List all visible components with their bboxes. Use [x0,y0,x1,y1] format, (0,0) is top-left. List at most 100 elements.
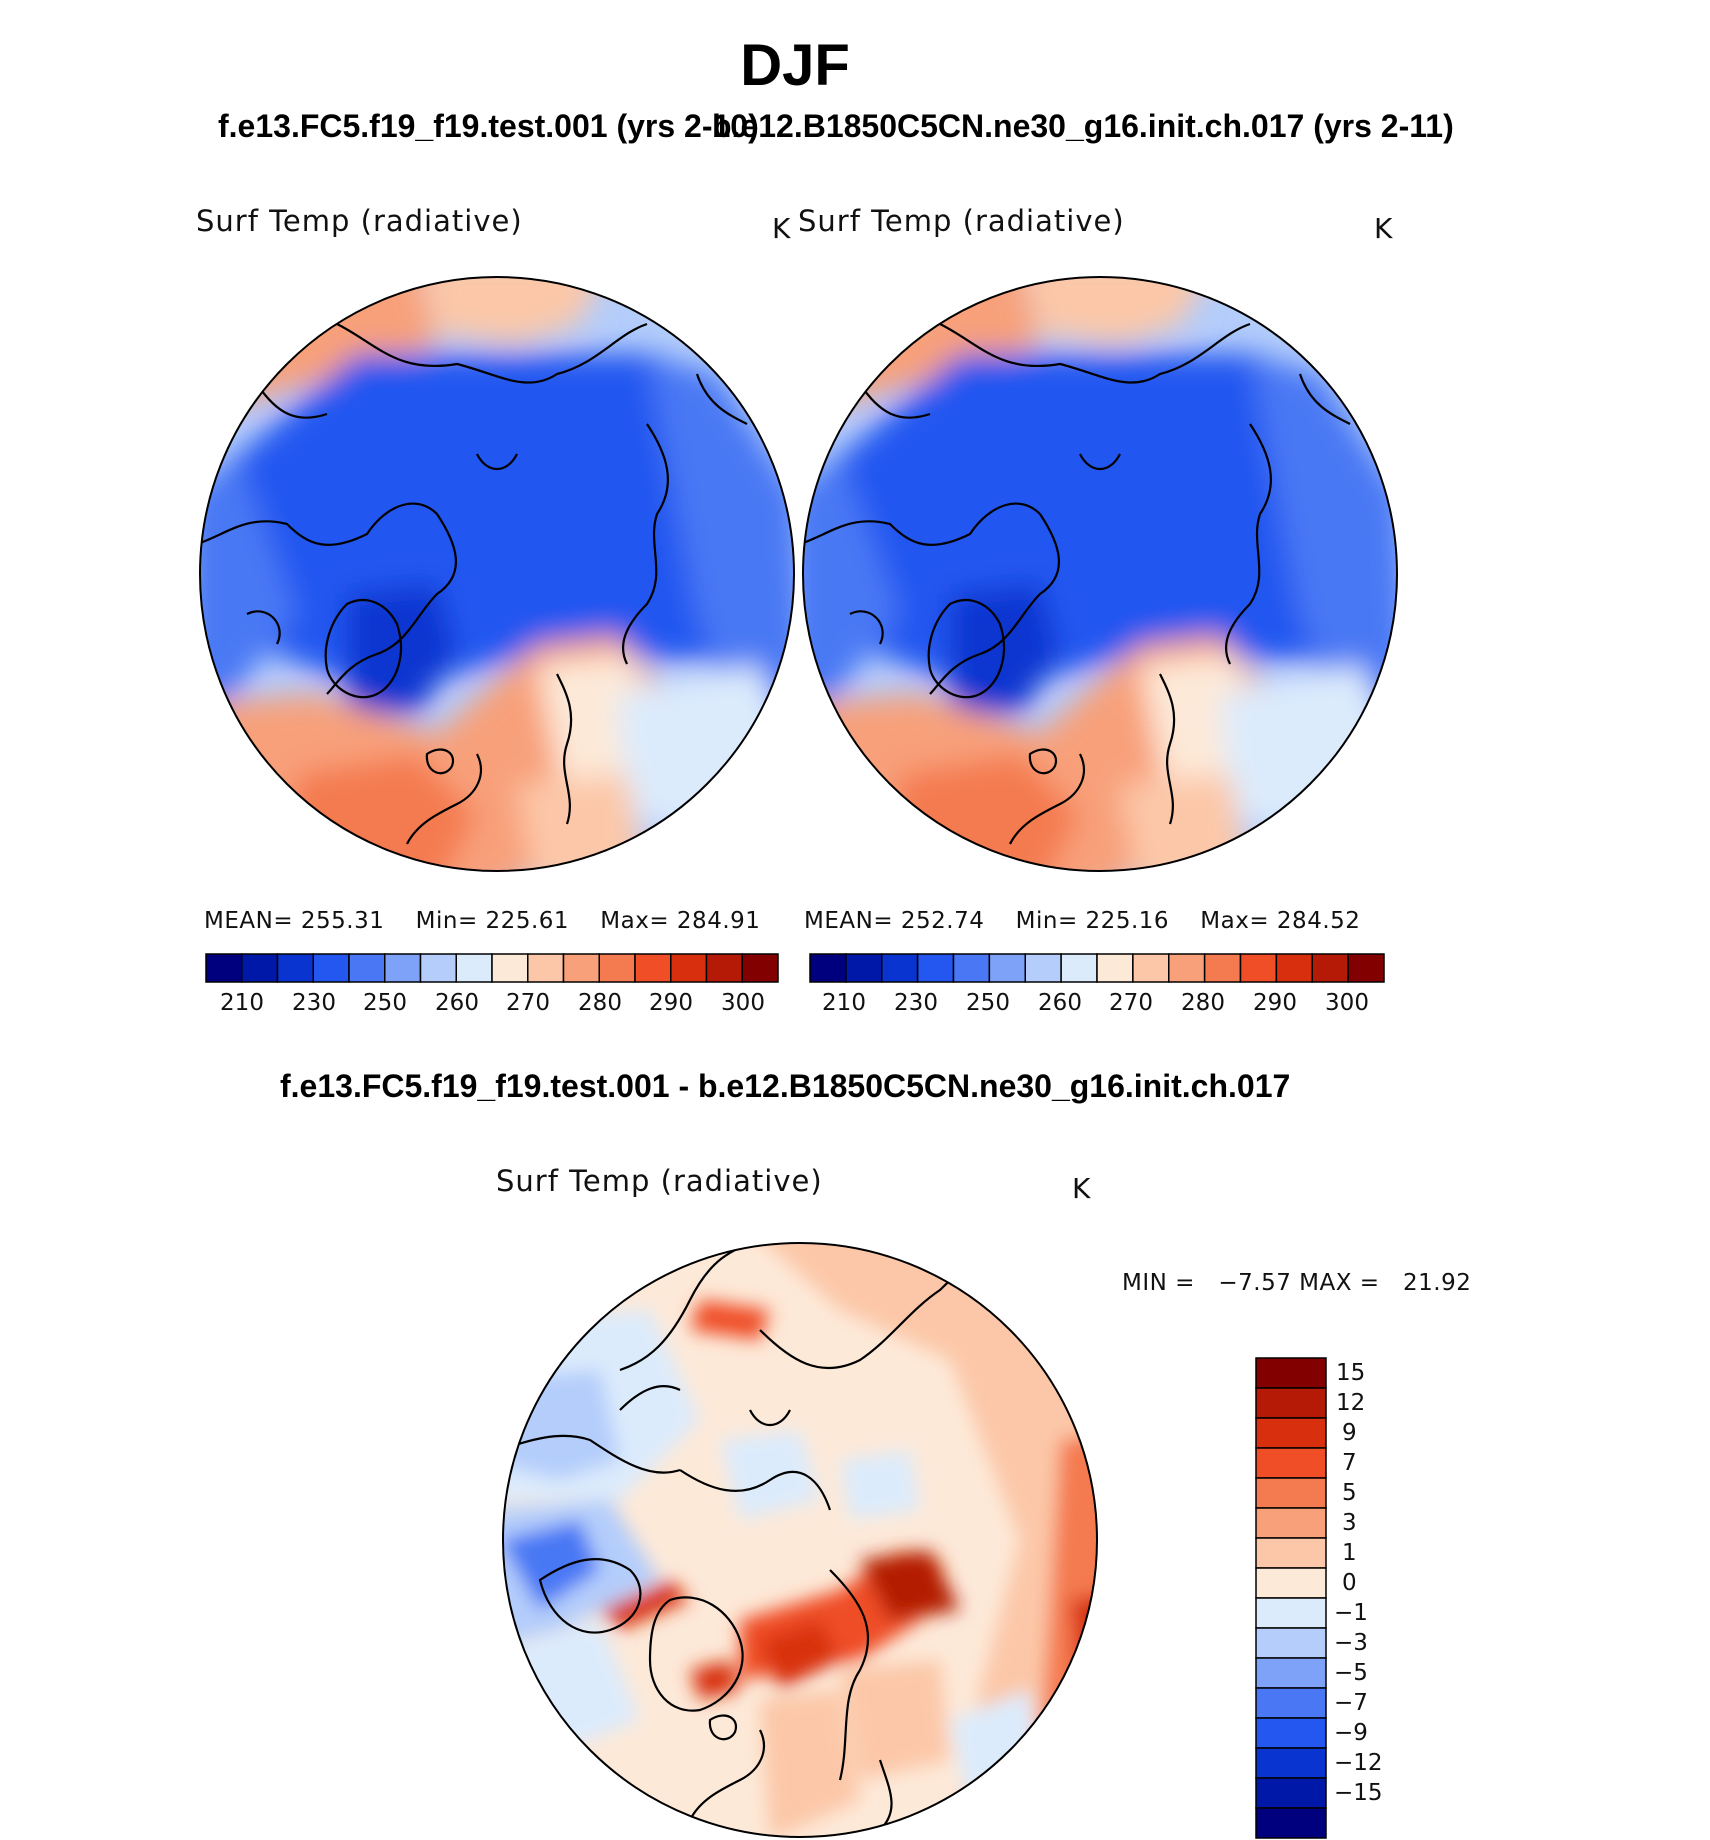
colorbar-segment [916,953,955,983]
cb2-tick-label: 210 [822,990,866,1016]
cb2-tick-label: 300 [1325,990,1369,1016]
colorbar-segment [348,953,386,983]
panel2-max-label: Max= [1200,908,1270,934]
cb3-tick-label: 7 [1342,1450,1357,1476]
diff-min-label: MIN = [1122,1270,1195,1296]
cb3-tick-label: 3 [1342,1510,1357,1536]
cb1-tick-label: 280 [578,990,622,1016]
season-title: DJF [740,33,850,98]
panel1-max-label: Max= [600,908,670,934]
control-case-title: b.e12.B1850C5CN.ne30_g16.init.ch.017 (yr… [712,108,1454,144]
diff-min-value: −7.57 [1218,1270,1292,1296]
colorbar-segment [598,953,636,983]
colorbar-segment [809,953,847,983]
cb3-tick-label: −1 [1334,1600,1368,1626]
cb3-tick-label: −15 [1334,1780,1383,1806]
colorbar-segment [1255,1807,1327,1839]
colorbar-segment [312,953,350,983]
colorbar-segment [1255,1627,1327,1659]
colorbar-segment [1255,1567,1327,1599]
cb3-tick-label: −12 [1334,1750,1383,1776]
cb3-tick-label: 5 [1342,1480,1357,1506]
colorbar-segment [881,953,919,983]
cb3-tick-label: 9 [1342,1420,1357,1446]
colorbar-difference [1255,1357,1327,1839]
cb1-tick-label: 270 [506,990,550,1016]
cb3-tick-label: −9 [1334,1720,1368,1746]
colorbar-segment [205,953,243,983]
cb2-tick-label: 260 [1038,990,1082,1016]
map-panel-difference [502,1242,1098,1838]
map-panel-test [199,276,795,872]
colorbar-segment [1024,953,1062,983]
cb1-tick-label: 290 [649,990,693,1016]
panel2-variable-label: Surf Temp (radiative) [798,204,1125,238]
colorbar-segment [1255,1357,1327,1389]
cb3-tick-label: 1 [1342,1540,1357,1566]
colorbar-segment [1255,1417,1327,1449]
colorbar-segment [1132,953,1170,983]
colorbar-segment [1255,1477,1327,1509]
cb2-tick-label: 280 [1181,990,1225,1016]
cb2-tick-label: 270 [1109,990,1153,1016]
cb2-tick-label: 290 [1253,990,1297,1016]
colorbar-segment [491,953,529,983]
panel2-mean-value: 252.74 [900,908,985,934]
colorbar-segment [988,953,1026,983]
diff-minmax: MIN = −7.57 MAX = 21.92 [1122,1270,1471,1296]
diff-max-value: 21.92 [1403,1270,1472,1296]
colorbar-segment [741,953,779,983]
colorbar-test [205,953,779,983]
panel1-stats: MEAN= 255.31 Min= 225.61 Max= 284.91 [204,908,760,934]
colorbar-segment [670,953,708,983]
panel2-stats: MEAN= 252.74 Min= 225.16 Max= 284.52 [804,908,1360,934]
cb1-tick-label: 250 [363,990,407,1016]
panel1-min-label: Min= [415,908,478,934]
test-case-title: f.e13.FC5.f19_f19.test.001 (yrs 2-10) [218,108,759,144]
colorbar-segment [1060,953,1098,983]
colorbar-segment [845,953,883,983]
colorbar-segment [634,953,672,983]
cb2-tick-label: 250 [966,990,1010,1016]
cb3-tick-label: −5 [1334,1660,1368,1686]
panel1-mean-value: 255.31 [300,908,385,934]
colorbar-segment [1255,1777,1327,1809]
colorbar-segment [1311,953,1349,983]
colorbar-segment [952,953,991,983]
colorbar-segment [562,953,600,983]
cb3-tick-label: −7 [1334,1690,1368,1716]
colorbar-segment [419,953,457,983]
diff-units-label: K [1072,1172,1091,1205]
colorbar-segment [1255,1507,1327,1539]
colorbar-segment [241,953,279,983]
panel1-mean-label: MEAN= [204,908,294,934]
panel1-variable-label: Surf Temp (radiative) [196,204,523,238]
cb3-tick-label: 12 [1336,1390,1366,1416]
cb2-tick-label: 230 [894,990,938,1016]
colorbar-segment [384,953,422,983]
colorbar-segment [1255,1387,1327,1419]
colorbar-segment [705,953,743,983]
colorbar-segment [455,953,493,983]
panel1-units-label: K [772,212,791,245]
difference-title: f.e13.FC5.f19_f19.test.001 - b.e12.B1850… [280,1068,1291,1104]
map-panel-control [802,276,1398,872]
colorbar-segment [527,953,565,983]
colorbar-segment [1255,1747,1327,1779]
cb3-tick-label: −3 [1334,1630,1368,1656]
colorbar-segment [1096,953,1134,983]
colorbar-segment [1168,953,1206,983]
colorbar-segment [1255,1537,1327,1569]
panel1-min-value: 225.61 [485,908,570,934]
panel2-mean-label: MEAN= [804,908,894,934]
cb1-tick-label: 300 [721,990,765,1016]
cb1-tick-label: 230 [292,990,336,1016]
colorbar-segment [1255,1447,1327,1479]
colorbar-segment [1239,953,1278,983]
colorbar-segment [276,953,314,983]
colorbar-segment [1203,953,1242,983]
cb1-tick-label: 260 [435,990,479,1016]
cb1-tick-label: 210 [220,990,264,1016]
colorbar-segment [1255,1687,1327,1719]
